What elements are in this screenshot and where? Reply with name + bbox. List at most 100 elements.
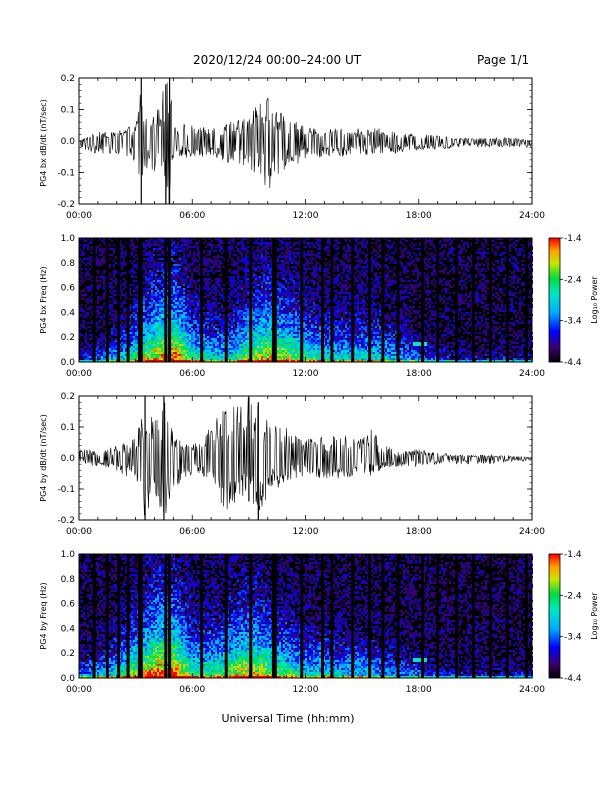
x-tick-label: 06:00 (179, 211, 205, 221)
data-gap-stripe (249, 238, 252, 362)
data-gap-stripe (106, 554, 109, 678)
data-gap-stripe (168, 238, 171, 362)
y-tick-label: 0.1 (61, 106, 75, 116)
y-axis-title: PG4 by dB/dt (nT/sec) (39, 414, 48, 501)
y-tick-label: 0.0 (61, 674, 76, 684)
data-gap-stripe (421, 554, 424, 678)
data-gap-stripe (525, 238, 528, 362)
data-gap-stripe (472, 554, 475, 678)
data-gap-stripe (200, 238, 203, 362)
y-tick-label: 0.4 (61, 624, 76, 634)
colorbar-tick-label: -1.4 (564, 550, 582, 560)
x-tick-label: 24:00 (519, 527, 545, 537)
colorbar-label: Log₁₀ Power (590, 592, 599, 640)
data-gap-stripe (489, 554, 492, 678)
bx-dbdt-panel: 00:00 06:00 12:00 18:00 24:00-0.2-0.10.00.10… (39, 74, 545, 221)
data-gap-stripe (396, 554, 399, 678)
data-gap-stripe (330, 554, 333, 678)
data-gap-stripe (225, 238, 228, 362)
x-tick-label: 06:00 (179, 685, 205, 695)
data-gap-stripe (330, 238, 333, 362)
data-gap-stripe (249, 554, 252, 678)
y-tick-label: 0.2 (61, 333, 75, 343)
data-gap-stripe (472, 238, 475, 362)
x-tick-label: 12:00 (293, 685, 319, 695)
y-tick-label: 0.2 (61, 649, 75, 659)
y-tick-label: 0.4 (61, 308, 76, 318)
data-gap-stripe (117, 554, 120, 678)
x-tick-label: 06:00 (179, 369, 205, 379)
data-gap-stripe (117, 238, 120, 362)
y-tick-label: 0.2 (61, 74, 75, 84)
data-gap-stripe (436, 238, 439, 362)
data-gap-stripe (164, 554, 167, 678)
colorbar-tick-label: -3.4 (564, 317, 582, 327)
x-tick-label: 00:00 (66, 369, 92, 379)
data-gap-stripe (455, 238, 458, 362)
x-tick-label: 00:00 (66, 211, 92, 221)
x-tick-label: 18:00 (406, 211, 432, 221)
data-gap-stripe (525, 554, 528, 678)
y-tick-label: 1.0 (61, 550, 76, 560)
x-axis-title: Universal Time (hh:mm) (222, 712, 355, 725)
x-tick-label: 24:00 (519, 369, 545, 379)
data-gap-stripe (168, 554, 171, 678)
colorbar-tick-label: -4.4 (564, 674, 582, 684)
x-tick-label: 18:00 (406, 685, 432, 695)
x-tick-label: 00:00 (66, 685, 92, 695)
y-tick-label: 0.6 (61, 284, 76, 294)
y-tick-label: 0.8 (61, 259, 76, 269)
data-gap-stripe (93, 238, 96, 362)
data-gap-stripe (396, 238, 399, 362)
y-tick-label: 0.2 (61, 392, 75, 402)
data-gap-stripe (93, 554, 96, 678)
data-gap-stripe (421, 238, 424, 362)
x-tick-label: 18:00 (406, 369, 432, 379)
data-gap-stripe (506, 554, 509, 678)
data-gap-stripe (127, 238, 130, 362)
colorbar: -1.4 -2.4 -3.4 -4.4 Log₁₀ Power (549, 550, 599, 684)
data-gap-stripe (106, 238, 109, 362)
data-gap-stripe (351, 554, 354, 678)
x-tick-label: 18:00 (406, 527, 432, 537)
y-tick-label: 0.8 (61, 575, 76, 585)
data-gap-stripe (127, 554, 130, 678)
data-gap-stripe (368, 238, 371, 362)
by-dbdt-panel: 00:00 06:00 12:00 18:00 24:00-0.2-0.10.00.10… (39, 392, 545, 537)
colorbar-tick-label: -3.4 (564, 633, 582, 643)
colorbar-tick-label: -2.4 (564, 591, 582, 601)
x-tick-label: 12:00 (293, 211, 319, 221)
data-gap-stripe (321, 554, 324, 678)
data-gap-stripe (321, 238, 324, 362)
data-gap-stripe (489, 238, 492, 362)
y-tick-label: -0.1 (57, 169, 75, 179)
x-tick-label: 24:00 (519, 685, 545, 695)
y-axis-title: PG4 by Freq (Hz) (39, 582, 48, 649)
colorbar-tick-label: -2.4 (564, 275, 582, 285)
x-tick-label: 12:00 (293, 527, 319, 537)
data-gap-stripe (506, 238, 509, 362)
x-tick-label: 06:00 (179, 527, 205, 537)
y-tick-label: 0.6 (61, 600, 76, 610)
data-gap-stripe (351, 238, 354, 362)
data-gap-stripe (200, 554, 203, 678)
dbdt-trace (79, 83, 531, 204)
colorbar-label: Log₁₀ Power (590, 276, 599, 324)
x-tick-label: 24:00 (519, 211, 545, 221)
x-tick-label: 12:00 (293, 369, 319, 379)
data-gap-stripe (436, 554, 439, 678)
data-gap-stripe (381, 238, 384, 362)
y-axis-title: PG4 bx Freq (Hz) (39, 266, 48, 333)
data-gap-stripe (164, 238, 167, 362)
data-gap-stripe (140, 238, 143, 362)
data-gap-stripe (368, 554, 371, 678)
data-gap-stripe (381, 554, 384, 678)
y-tick-label: 0.0 (61, 454, 76, 464)
y-tick-label: 0.0 (61, 358, 76, 368)
y-axis-title: PG4 bx dB/dt (nT/sec) (39, 99, 48, 186)
y-tick-label: -0.1 (57, 485, 75, 495)
dbdt-trace (79, 398, 531, 518)
